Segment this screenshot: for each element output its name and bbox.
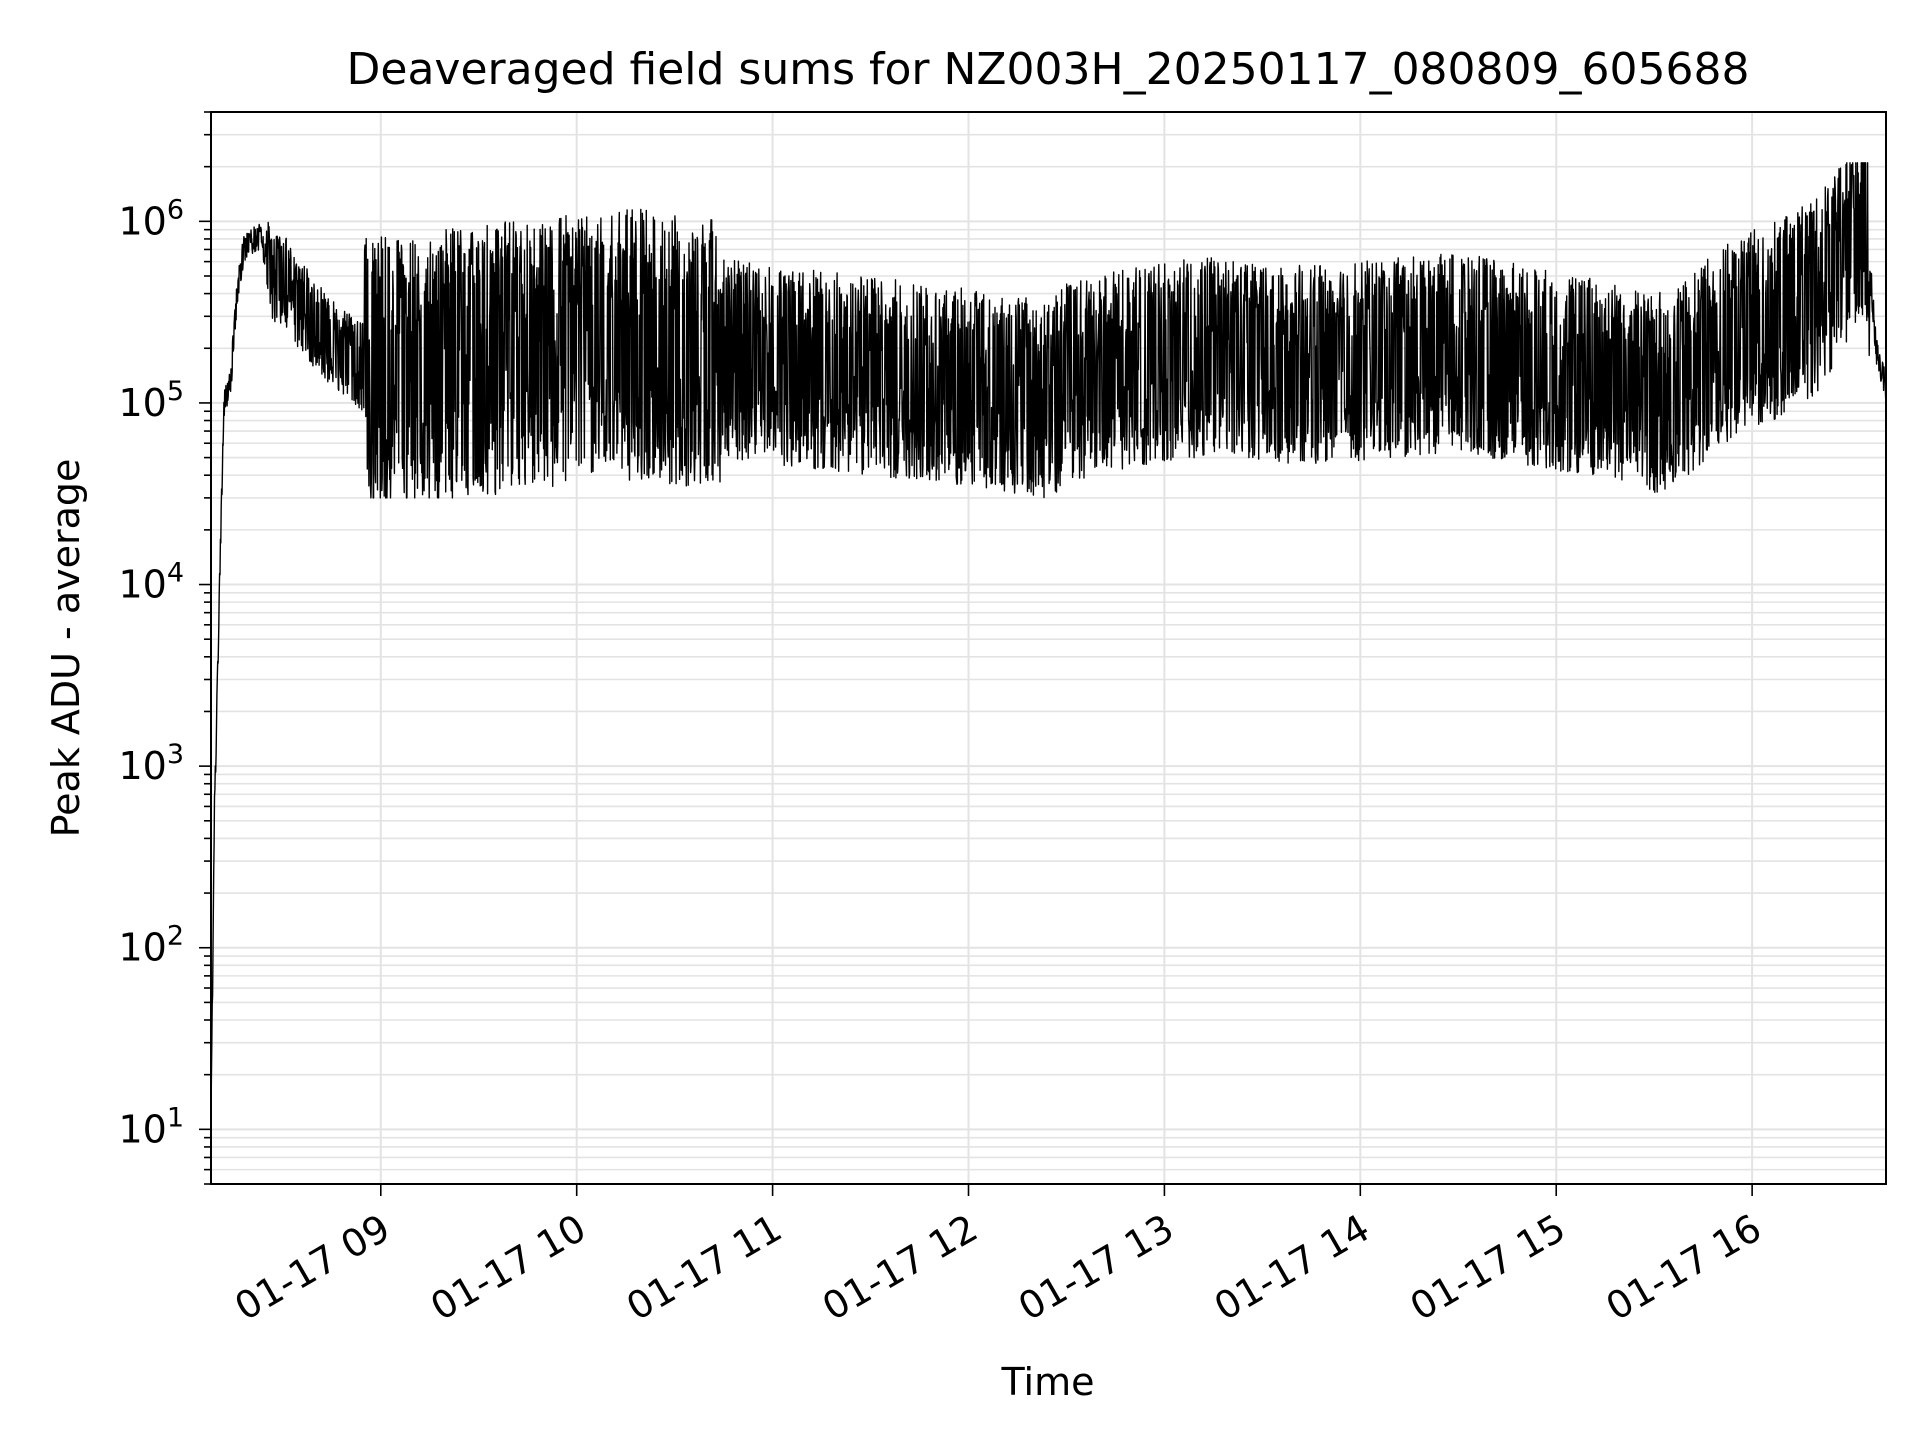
x-axis-label: Time <box>1001 1360 1095 1404</box>
x-tick-label: 01-17 13 <box>1011 1206 1181 1330</box>
x-tick-label: 01-17 10 <box>423 1206 593 1330</box>
y-tick-label: 102 <box>118 921 184 970</box>
x-tick-label: 01-17 12 <box>815 1206 985 1330</box>
x-axis: 01-17 09 01-17 10 01-17 11 01-17 12 01-17 13… <box>227 1184 1769 1330</box>
y-tick-label: 104 <box>118 558 184 607</box>
x-tick-label: 01-17 14 <box>1207 1206 1377 1330</box>
x-tick-label: 01-17 09 <box>227 1206 397 1330</box>
plot-frame <box>210 111 1887 1185</box>
y-tick-label: 105 <box>118 376 184 425</box>
x-tick-label: 01-17 16 <box>1599 1206 1769 1330</box>
chart-title: Deaveraged field sums for NZ003H_2025011… <box>347 44 1750 95</box>
y-tick-label: 101 <box>118 1102 184 1151</box>
y-tick-label: 103 <box>118 739 184 788</box>
x-tick-label: 01-17 11 <box>619 1206 789 1330</box>
x-tick-label: 01-17 15 <box>1403 1206 1573 1330</box>
y-tick-label: 106 <box>118 194 184 243</box>
y-axis: 101 102 103 104 105 106 <box>118 111 211 1185</box>
y-axis-label: Peak ADU - average <box>44 459 88 838</box>
series-line <box>210 162 1887 1123</box>
